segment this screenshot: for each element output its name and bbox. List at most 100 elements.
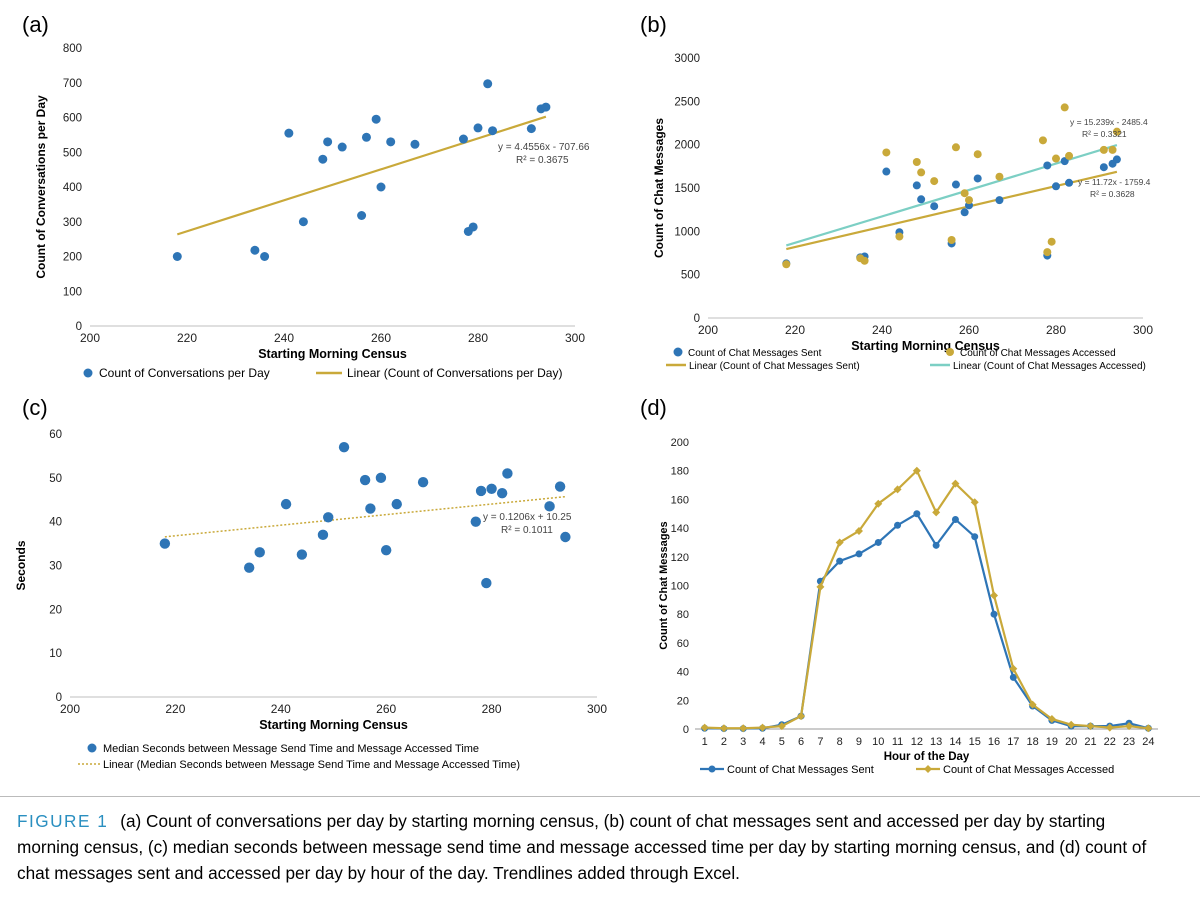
chart-a-series-1-point: [526, 124, 536, 134]
chart-d-x-tick-label: 10: [872, 736, 884, 748]
chart-a-x-tick-label: 280: [468, 331, 488, 345]
chart-b-trend-r2-1: R² = 0.3628: [1090, 189, 1135, 199]
chart-d-series-2-point: [1144, 724, 1153, 733]
chart-c-legend-label-2: Linear (Median Seconds between Message S…: [103, 759, 520, 771]
chart-c-series-1-point: [243, 562, 255, 573]
chart-d-series-2-point: [700, 723, 709, 732]
chart-d-series-1-point: [971, 533, 979, 541]
chart-d-series-2-point: [990, 591, 999, 600]
chart-a-series-1-point: [337, 142, 347, 152]
chart-b-series-2-point: [860, 256, 869, 265]
chart-a-trend-r2-1: R² = 0.3675: [516, 155, 569, 166]
chart-b-series-2-point: [1047, 237, 1056, 246]
panel-label-d: (d): [640, 395, 667, 420]
chart-a-series-1-point: [488, 126, 498, 136]
chart-d-series-2-point: [1105, 723, 1114, 732]
chart-d-series-2-point: [816, 582, 825, 591]
chart-b-series-1-point: [930, 202, 939, 211]
chart-c-series-1-point: [496, 487, 508, 499]
chart-b-series-1-point: [1112, 155, 1121, 164]
chart-c-series-1-point: [554, 481, 566, 492]
chart-c-x-tick-label: 220: [165, 702, 185, 716]
chart-a-series-1-point: [260, 252, 270, 261]
chart-d-series-2-point: [932, 508, 941, 517]
chart-c-x-tick-label: 240: [271, 702, 291, 716]
chart-d-x-tick-label: 21: [1084, 736, 1096, 748]
chart-d-legend-marker-1-dot: [708, 765, 716, 773]
chart-a-series-1-point: [483, 79, 493, 89]
chart-c-x-tick-label: 280: [482, 702, 502, 716]
chart-a-y-tick-label: 100: [63, 286, 82, 298]
chart-c-y-tick-label: 10: [49, 648, 62, 660]
chart-b-legend-label-3: Linear (Count of Chat Messages Sent): [689, 361, 860, 372]
chart-c-series-1-point: [481, 577, 492, 589]
chart-c-x-tick-label: 300: [587, 702, 607, 716]
chart-d-series-2-point: [1086, 722, 1095, 731]
chart-d-series-2-point: [970, 498, 979, 507]
chart-b-x-tick-label: 300: [1133, 323, 1153, 337]
chart-b-legend-label-2: Count of Chat Messages Accessed: [960, 348, 1116, 359]
chart-d-series-1-line: [704, 512, 1149, 730]
figure-caption: FIGURE 1 (a) Count of conversations per d…: [17, 808, 1167, 886]
panel-label-b: (b): [640, 12, 667, 37]
chart-b-series-2-point: [882, 148, 891, 157]
chart-c-series-1-point: [159, 538, 171, 549]
chart-d-series-1-point: [913, 510, 921, 518]
chart-b-y-tick-label: 2500: [674, 96, 700, 108]
chart-d-x-tick-label: 17: [1007, 736, 1019, 748]
chart-d-series-2-point: [1067, 720, 1076, 729]
chart-d-x-tick-label: 15: [969, 736, 981, 748]
chart-c-series-1-point: [391, 498, 402, 510]
chart-a-series-1-point: [357, 210, 367, 220]
chart-b-x-tick-label: 220: [785, 323, 805, 337]
chart-d-series-1-point: [874, 538, 882, 546]
chart-d-series-2-point: [1009, 664, 1018, 673]
chart-c-series-1-point: [417, 477, 429, 488]
chart-b-y-tick-label: 2000: [674, 140, 700, 152]
chart-a-series-1-point: [298, 217, 308, 227]
chart-d-x-tick-label: 9: [856, 736, 862, 748]
chart-c-legend-label-1: Median Seconds between Message Send Time…: [103, 743, 479, 755]
caption-divider: [0, 796, 1200, 797]
chart-d-series-1-point: [836, 557, 844, 565]
chart-b-y-tick-label: 1500: [674, 183, 700, 195]
chart-c-series-1-point: [475, 485, 487, 497]
chart-b-series-2-point: [782, 260, 791, 269]
chart-b-series-1-point: [973, 174, 982, 183]
chart-a-legend-marker-1: [83, 368, 93, 378]
chart-b-series-1-point: [1052, 182, 1060, 191]
chart-b-y-tick-label: 500: [681, 270, 700, 282]
chart-d-x-tick-label: 3: [740, 736, 746, 748]
chart-d-y-tick-label: 200: [671, 437, 689, 449]
chart-d-x-tick-label: 7: [817, 736, 823, 748]
chart-b-series-2-point: [917, 168, 926, 177]
chart-a-y-tick-label: 0: [76, 321, 82, 333]
chart-d-x-tick-label: 22: [1104, 736, 1116, 748]
chart-a-trend-equation-1: y = 4.4556x - 707.66: [498, 142, 590, 153]
chart-b-x-tick-label: 280: [1046, 323, 1066, 337]
chart-a-series-1-point: [410, 139, 420, 149]
chart-d-x-tick-label: 19: [1046, 736, 1058, 748]
chart-d-y-tick-label: 120: [671, 552, 689, 564]
chart-c-series-1-point: [375, 472, 387, 484]
chart-d-x-tick-label: 16: [988, 736, 1000, 748]
chart-d-x-tick-label: 2: [721, 736, 727, 748]
chart-b-series-2-point: [1112, 127, 1121, 136]
chart-d-y-tick-label: 160: [671, 494, 689, 506]
chart-d-x-axis-label: Hour of the Day: [884, 751, 970, 763]
chart-b-legend-marker-2: [946, 348, 954, 356]
chart-a-series-1-point: [284, 128, 294, 138]
chart-b-legend-label-1: Count of Chat Messages Sent: [688, 348, 822, 359]
chart-d-x-tick-label: 5: [779, 736, 785, 748]
chart-b-series-2-point: [951, 143, 960, 152]
chart-b-series-2-point: [1043, 248, 1052, 257]
chart-b-legend-label-4: Linear (Count of Chat Messages Accessed): [953, 361, 1146, 372]
chart-c-series-1-point: [560, 531, 571, 543]
chart-a-x-axis-label: Starting Morning Census: [258, 347, 407, 361]
chart-a-series-1-point: [386, 137, 396, 147]
chart-d-series-2-point: [758, 723, 767, 732]
chart-d-series-1-point: [951, 515, 959, 523]
chart-a-y-tick-label: 700: [63, 78, 82, 90]
chart-b-series-1-point: [951, 180, 960, 189]
chart-c-y-tick-label: 40: [49, 517, 62, 529]
